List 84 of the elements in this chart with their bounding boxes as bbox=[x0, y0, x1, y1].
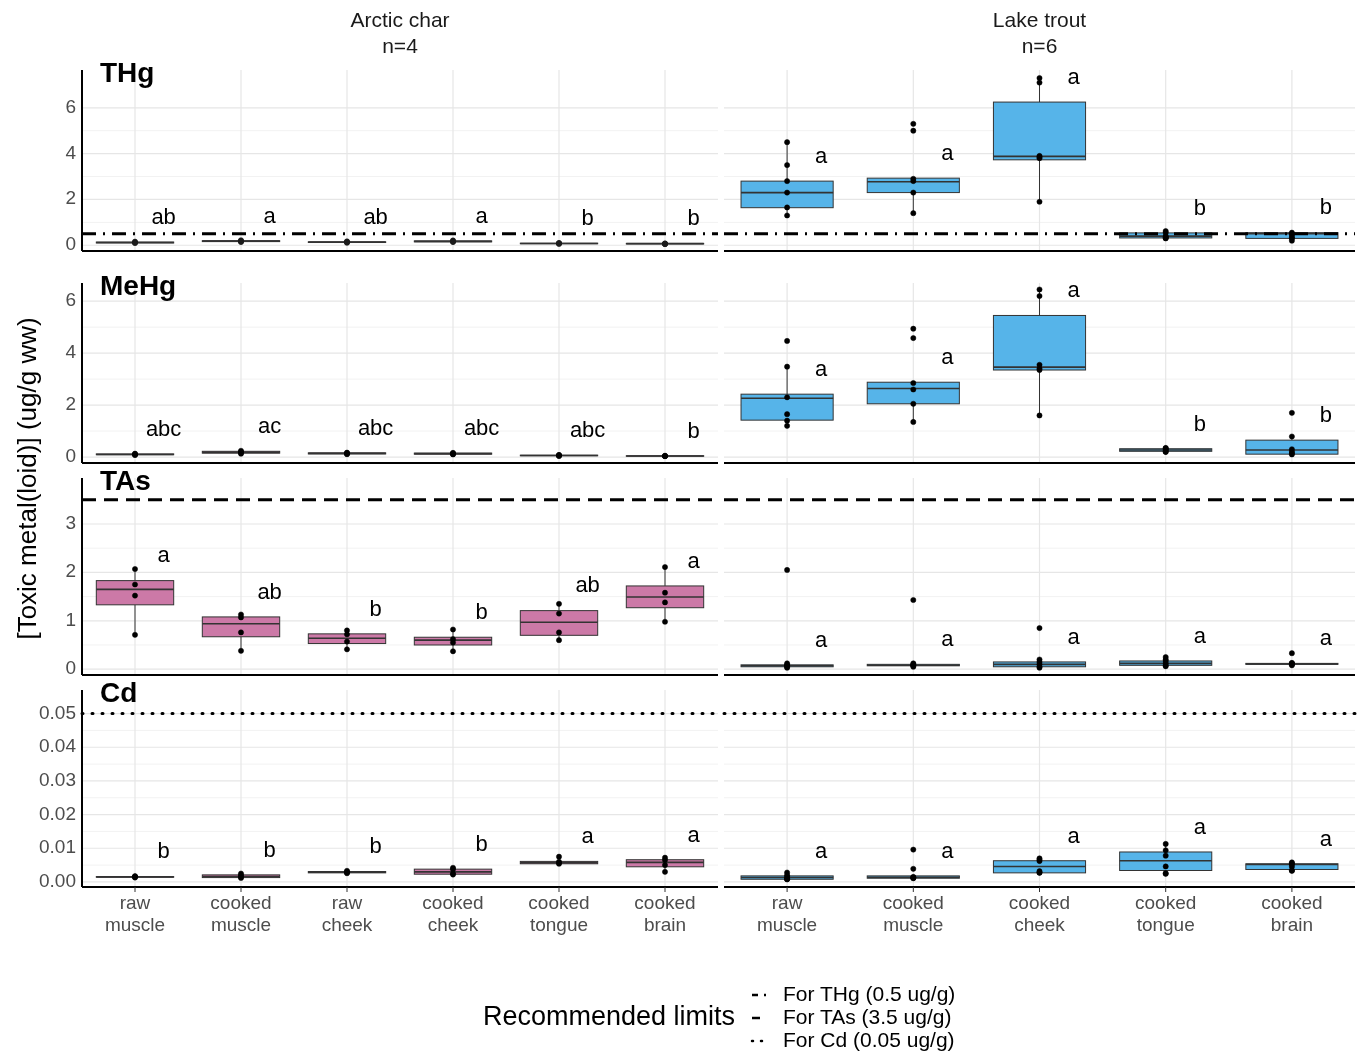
y-axis-title: [Toxic metal(loid)] (ug/g ww) bbox=[12, 317, 42, 640]
annotation: b bbox=[263, 836, 276, 862]
chart-subtitle: MeHg bbox=[100, 270, 177, 301]
annotation: a bbox=[581, 823, 595, 849]
legend-label: For TAs (3.5 ug/g) bbox=[783, 1004, 952, 1028]
x-tick-label: cooked muscle bbox=[882, 892, 944, 935]
annotation: ab bbox=[151, 203, 176, 229]
annotation: ab bbox=[363, 203, 388, 229]
x-tick-label: cooked tongue bbox=[528, 892, 590, 935]
annotation: b bbox=[581, 205, 594, 231]
y-tick-label: 4 bbox=[65, 341, 77, 363]
annotation: a bbox=[815, 837, 829, 863]
chart-subtitle: THg bbox=[100, 57, 155, 88]
y-tick-label: 6 bbox=[65, 95, 76, 117]
annotation: a bbox=[1319, 625, 1333, 651]
chart-subtitle: Cd bbox=[100, 677, 138, 708]
annotation: a bbox=[687, 547, 701, 573]
annotation: a bbox=[1067, 623, 1081, 649]
annotation: a bbox=[263, 202, 277, 228]
x-tick-label: raw cheek bbox=[321, 892, 373, 935]
annotation: b bbox=[475, 599, 488, 625]
y-tick-label: 1 bbox=[65, 608, 76, 630]
ref-line-label: For Cd (0.05 ug/g) bbox=[783, 1027, 955, 1051]
annotation: a bbox=[1067, 822, 1081, 848]
annotation: a bbox=[941, 344, 955, 370]
y-tick-label: 2 bbox=[65, 393, 76, 415]
annotation: abc bbox=[569, 417, 606, 443]
annotation: a bbox=[941, 626, 955, 652]
annotation: a bbox=[941, 139, 955, 165]
annotation: b bbox=[369, 833, 382, 859]
chart-subtitle: TAs bbox=[100, 465, 151, 496]
x-tick-label: cooked cheek bbox=[1008, 892, 1071, 935]
y-tick-label: 4 bbox=[65, 141, 77, 163]
y-tick-label: 3 bbox=[65, 512, 76, 533]
annotation: a bbox=[815, 355, 829, 381]
annotation: a bbox=[1067, 277, 1081, 303]
annotation: b bbox=[687, 205, 700, 231]
y-tick-label: 0 bbox=[65, 445, 76, 467]
annotation: b bbox=[475, 830, 488, 856]
annotation: a bbox=[815, 142, 829, 168]
annotation: ab bbox=[257, 578, 282, 604]
annotation: ac bbox=[257, 413, 282, 439]
y-tick-label: 0.01 bbox=[39, 836, 76, 858]
annotation: abc bbox=[357, 414, 394, 440]
legend-title: Recommended limits bbox=[482, 1001, 735, 1032]
legend-label: For THg (0.5 ug/g) bbox=[783, 981, 956, 1005]
y-tick-label: 6 bbox=[65, 289, 76, 311]
annotation: a bbox=[941, 837, 955, 863]
y-tick-label: 2 bbox=[65, 560, 76, 582]
annotation: a bbox=[687, 821, 701, 847]
x-tick-label: cooked brain bbox=[1261, 892, 1323, 935]
y-tick-label: 0.05 bbox=[39, 701, 76, 723]
annotation: a bbox=[815, 626, 829, 652]
annotation: b bbox=[157, 838, 170, 864]
y-tick-label: 0.02 bbox=[39, 802, 76, 824]
annotation: b bbox=[687, 417, 700, 443]
annotation: abc bbox=[145, 415, 182, 441]
y-tick-label: 0.00 bbox=[39, 869, 76, 891]
annotation: b bbox=[1319, 401, 1333, 427]
x-tick-label: cooked muscle bbox=[210, 892, 272, 935]
y-tick-label: 0 bbox=[65, 657, 76, 679]
x-tick-label: cooked brain bbox=[634, 892, 696, 935]
x-tick-label: raw muscle bbox=[104, 892, 166, 935]
chart-title: Arctic char n=4 bbox=[350, 8, 450, 57]
annotation: b bbox=[1193, 194, 1206, 220]
annotation: a bbox=[475, 202, 489, 228]
annotation: b bbox=[1319, 194, 1333, 220]
chart-title: Lake trout n=6 bbox=[992, 8, 1087, 57]
x-tick-label: raw muscle bbox=[757, 892, 818, 935]
x-tick-label: cooked tongue bbox=[1135, 892, 1197, 935]
x-tick-label: cooked cheek bbox=[422, 892, 484, 935]
annotation: a bbox=[1067, 63, 1081, 89]
annotation: a bbox=[1319, 825, 1333, 851]
y-tick-label: 2 bbox=[65, 187, 76, 209]
annotation: b bbox=[369, 595, 382, 621]
annotation: ab bbox=[575, 572, 600, 598]
annotation: a bbox=[1193, 622, 1207, 648]
y-tick-label: 0 bbox=[65, 233, 76, 255]
annotation: abc bbox=[463, 414, 500, 440]
y-tick-label: 0.04 bbox=[39, 735, 77, 757]
annotation: a bbox=[157, 542, 171, 568]
y-tick-label: 0.03 bbox=[39, 768, 76, 790]
annotation: b bbox=[1193, 410, 1206, 436]
annotation: a bbox=[1193, 813, 1207, 839]
